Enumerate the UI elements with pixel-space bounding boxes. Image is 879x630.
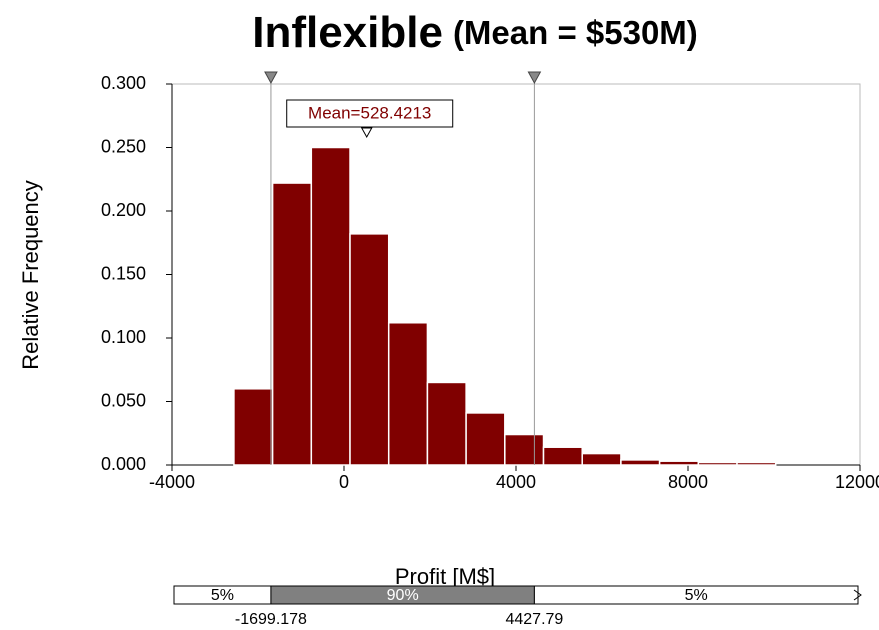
bar xyxy=(271,182,313,466)
bar xyxy=(697,461,738,466)
bar xyxy=(504,433,545,466)
x-axis-label: Profit [M$] xyxy=(395,564,495,589)
bar xyxy=(349,233,390,466)
y-tick-label: 0.200 xyxy=(101,200,146,220)
band-arrow xyxy=(853,589,862,601)
marker-handle xyxy=(264,71,278,85)
mean-label: Mean=528.4213 xyxy=(308,103,431,122)
band-label: 90% xyxy=(387,587,419,604)
mean-box xyxy=(286,99,454,128)
title: Inflexible xyxy=(252,8,443,57)
bar xyxy=(426,381,467,466)
band-segment xyxy=(533,585,859,605)
band-value: -1699.178 xyxy=(235,611,307,628)
subtitle: (Mean = $530M) xyxy=(453,14,698,51)
bar xyxy=(387,322,429,466)
band-label: 5% xyxy=(685,587,708,604)
y-axis-label: Relative Frequency xyxy=(18,180,43,370)
x-tick-label: 8000 xyxy=(668,472,708,492)
x-tick-label: 0 xyxy=(339,472,349,492)
x-tick-label: 4000 xyxy=(496,472,536,492)
y-tick-label: 0.000 xyxy=(101,454,146,474)
bar xyxy=(233,388,274,466)
y-tick-label: 0.150 xyxy=(101,263,146,283)
x-tick-label: -4000 xyxy=(149,472,195,492)
bar xyxy=(658,460,700,466)
bar xyxy=(620,459,661,466)
y-tick-label: 0.050 xyxy=(101,390,146,410)
bar xyxy=(310,146,351,466)
chart-title: Inflexible (Mean = $530M) xyxy=(252,8,698,57)
marker-handle xyxy=(527,71,542,85)
band-value: 4427.79 xyxy=(505,611,563,628)
bar xyxy=(465,412,506,466)
x-tick-label: 12000 xyxy=(835,472,879,492)
band-label: 5% xyxy=(211,587,234,604)
bar xyxy=(736,461,777,466)
y-tick-label: 0.250 xyxy=(101,136,146,156)
bar xyxy=(542,446,583,466)
y-tick-label: 0.100 xyxy=(101,327,146,347)
bar xyxy=(581,452,622,466)
y-tick-label: 0.300 xyxy=(101,73,146,93)
mean-pointer xyxy=(360,127,373,139)
